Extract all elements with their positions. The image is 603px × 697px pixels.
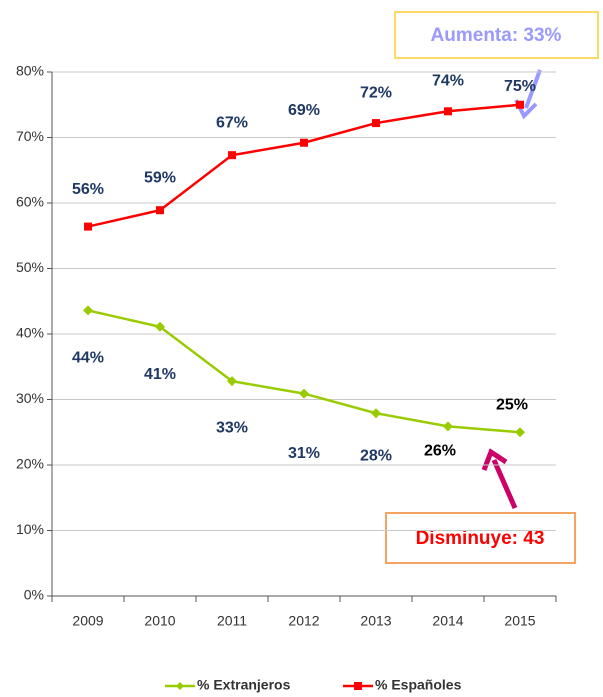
- marker: [228, 151, 236, 160]
- x-tick-label: 2010: [144, 613, 175, 629]
- marker: [155, 321, 165, 332]
- data-label: 25%: [496, 396, 528, 413]
- data-label: 56%: [72, 181, 104, 198]
- marker: [84, 222, 92, 231]
- legend-label: % Españoles: [375, 677, 462, 693]
- x-tick-label: 2012: [288, 613, 319, 629]
- y-tick-label: 70%: [16, 128, 44, 144]
- x-tick-label: 2013: [360, 613, 391, 629]
- y-tick-label: 60%: [16, 194, 44, 210]
- y-tick-label: 20%: [16, 456, 44, 472]
- data-label: 72%: [360, 84, 392, 101]
- marker: [299, 388, 309, 399]
- legend-marker: [354, 682, 362, 690]
- data-label: 26%: [424, 443, 456, 460]
- x-tick-label: 2015: [504, 613, 535, 629]
- y-tick-label: 40%: [16, 325, 44, 341]
- arrow: [491, 458, 518, 510]
- data-label: 59%: [144, 169, 176, 186]
- marker: [443, 421, 453, 432]
- x-tick-label: 2014: [432, 613, 463, 629]
- annotation-box: [385, 512, 576, 564]
- marker: [83, 305, 93, 316]
- data-label: 75%: [504, 78, 536, 95]
- data-label: 41%: [144, 366, 176, 383]
- x-tick-label: 2011: [217, 613, 247, 629]
- marker: [516, 100, 524, 109]
- data-label: 33%: [216, 419, 248, 436]
- data-label: 31%: [288, 445, 320, 462]
- annotation: Disminuye: 43: [416, 528, 545, 549]
- marker: [227, 376, 237, 387]
- y-tick-label: 10%: [16, 521, 44, 537]
- y-tick-label: 80%: [16, 63, 44, 79]
- marker: [300, 138, 308, 147]
- arrow: [524, 69, 542, 109]
- data-label: 44%: [72, 350, 104, 367]
- y-tick-label: 30%: [16, 390, 44, 406]
- arrow-head: [481, 448, 508, 471]
- annotation: Aumenta: 33%: [431, 25, 562, 46]
- legend-label: % Extranjeros: [197, 677, 291, 693]
- data-label: 67%: [216, 114, 248, 131]
- data-label: 74%: [432, 73, 464, 90]
- marker: [515, 427, 525, 438]
- annotation-box: [394, 11, 599, 59]
- y-tick-label: 0%: [24, 587, 44, 603]
- legend-marker: [176, 682, 184, 690]
- x-tick-label: 2009: [72, 613, 103, 629]
- series-line: [87, 103, 521, 228]
- y-tick-label: 50%: [16, 259, 44, 275]
- data-label: 28%: [360, 447, 392, 464]
- data-label: 69%: [288, 102, 320, 119]
- marker: [444, 107, 452, 116]
- marker: [371, 408, 381, 419]
- marker: [156, 206, 164, 215]
- marker: [372, 119, 380, 128]
